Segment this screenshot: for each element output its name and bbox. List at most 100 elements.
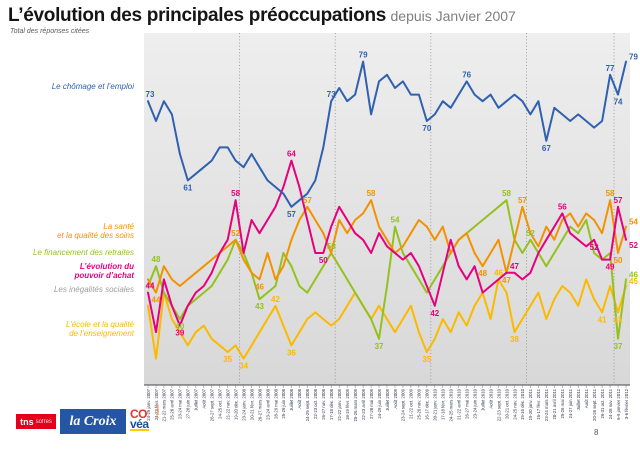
sofres-logo-text: sofres bbox=[35, 418, 52, 425]
series-line bbox=[147, 199, 627, 294]
data-point-label: 79 bbox=[629, 53, 638, 62]
x-tick-label: 17-18 févr. 2010 bbox=[441, 388, 446, 420]
data-point-label: 52 bbox=[231, 229, 240, 238]
x-tick-label: 20-21 févr. 2008 bbox=[249, 388, 254, 420]
x-tick-label: 22-23 sept. 2010 bbox=[496, 388, 501, 421]
x-tick-label: Août 2008 bbox=[297, 388, 302, 408]
data-point-label: 48 bbox=[152, 255, 161, 264]
data-point-label: 39 bbox=[175, 329, 184, 338]
data-point-label: 73 bbox=[146, 90, 155, 99]
tns-sofres-logo: tns sofres bbox=[16, 414, 56, 429]
x-tick-label: 23-24 janv. 2008 bbox=[241, 388, 246, 420]
page-title: L’évolution des principales préoccupatio… bbox=[8, 5, 516, 27]
data-point-label: 57 bbox=[303, 196, 312, 205]
series-line bbox=[147, 278, 627, 360]
x-tick-label: 25-26 avril 2007 bbox=[170, 388, 175, 419]
x-tick-label: 25-26 juin 2008 bbox=[281, 388, 286, 418]
x-tick-label: 24-25 nov. 2010 bbox=[512, 388, 517, 419]
x-tick-label: 23-24 juin 2010 bbox=[472, 388, 477, 418]
data-point-label: 46 bbox=[494, 268, 503, 277]
x-tick-label: 21-22 févr. 2007 bbox=[154, 388, 159, 420]
data-point-label: 35 bbox=[422, 355, 431, 364]
x-tick-label: Juillet 2007 bbox=[194, 388, 199, 410]
data-point-label: 54 bbox=[629, 218, 638, 227]
x-tick-label: 15-16 déc. 2010 bbox=[520, 388, 525, 420]
data-point-label: 57 bbox=[614, 196, 623, 205]
data-point-label: 43 bbox=[255, 302, 264, 311]
series-line bbox=[147, 60, 627, 208]
x-tick-label: Août 2009 bbox=[393, 388, 398, 408]
data-point-label: 49 bbox=[606, 263, 615, 272]
x-tick-label: 26-31 oct. 2011 bbox=[600, 388, 605, 418]
x-tick-label: 27-28 mai 2009 bbox=[369, 388, 374, 418]
x-tick-label: Août 2007 bbox=[202, 388, 207, 408]
x-tick-label: 24-25 sept. 2008 bbox=[305, 388, 310, 421]
data-point-label: 52 bbox=[590, 243, 599, 252]
data-point-label: 37 bbox=[614, 342, 623, 351]
data-point-label: 58 bbox=[502, 189, 511, 198]
x-tick-label: 26-27 mars 2008 bbox=[257, 388, 262, 421]
x-tick-label: Juillet 2010 bbox=[480, 388, 485, 410]
x-tick-label: 28-29 mai 2008 bbox=[273, 388, 278, 418]
x-tick-label: 19-20 janv. 2011 bbox=[528, 388, 533, 420]
data-point-label: 76 bbox=[462, 70, 471, 79]
x-tick-label: 22-23 oct. 2008 bbox=[313, 388, 318, 418]
x-tick-label: 21-22 oct. 2009 bbox=[409, 388, 414, 418]
x-tick-label: 24-25 oct. 2007 bbox=[218, 388, 223, 418]
x-tick-label: Août 2011 bbox=[584, 388, 589, 408]
data-point-label: 50 bbox=[614, 256, 623, 265]
x-tick-label: Juillet 2008 bbox=[289, 388, 294, 410]
plot-background bbox=[144, 33, 630, 385]
title-suffix: depuis Janvier 2007 bbox=[390, 8, 516, 24]
x-tick-label: 23-24 mars 2011 bbox=[544, 388, 549, 421]
data-point-label: 54 bbox=[391, 216, 400, 225]
data-point-label: 57 bbox=[518, 196, 527, 205]
x-tick-label: 24-25 janv. 2007 bbox=[146, 388, 151, 420]
data-point-label: 46 bbox=[629, 270, 638, 279]
data-point-label: 50 bbox=[327, 242, 336, 251]
x-tick-label: 20-21 oct. 2010 bbox=[504, 388, 509, 418]
x-tick-label: 24-25 juin 2009 bbox=[377, 388, 382, 418]
data-point-label: 50 bbox=[319, 256, 328, 265]
data-point-label: 48 bbox=[478, 269, 487, 278]
series-line bbox=[147, 159, 627, 334]
x-tick-label: 20-26 sept. 2011 bbox=[592, 388, 597, 421]
data-point-label: 52 bbox=[526, 229, 535, 238]
series-line bbox=[147, 199, 627, 340]
data-point-label: 77 bbox=[606, 64, 615, 73]
data-point-label: 70 bbox=[422, 124, 431, 133]
x-tick-label: 17-18 déc. 2008 bbox=[329, 388, 334, 420]
x-tick-label: Juillet 2009 bbox=[385, 388, 390, 410]
x-tick-label: 24-27 juin 2011 bbox=[568, 388, 573, 418]
x-tick-label: 26-27 sept. 2007 bbox=[210, 388, 215, 421]
tns-logo-text: tns bbox=[20, 416, 34, 427]
data-point-label: 35 bbox=[223, 355, 232, 364]
x-tick-label: 23-24 sept. 2009 bbox=[401, 388, 406, 421]
x-tick-label: 16-17 déc. 2009 bbox=[425, 388, 430, 420]
data-point-label: 57 bbox=[287, 210, 296, 219]
x-tick-label: 21-22 janv. 2009 bbox=[337, 388, 342, 420]
data-point-label: 37 bbox=[375, 342, 384, 351]
chart-subtitle: Total des réponses citées bbox=[10, 28, 90, 35]
data-point-label: 38 bbox=[510, 335, 519, 344]
x-tick-label: 21-22 avril 2010 bbox=[457, 388, 462, 419]
x-tick-label: 21-22 nov. 2007 bbox=[225, 388, 230, 419]
covea-logo: CO véa bbox=[130, 407, 156, 431]
x-tick-label: 26-27 nov. 2008 bbox=[321, 388, 326, 419]
france-label: France bbox=[155, 404, 160, 419]
covea-logo-top: CO bbox=[130, 407, 148, 421]
page-number: 8 bbox=[594, 428, 599, 437]
data-point-label: 52 bbox=[629, 241, 638, 250]
data-point-label: 73 bbox=[327, 90, 336, 99]
data-point-label: 42 bbox=[430, 309, 439, 318]
x-tick-label: 3-6 février 2012 bbox=[624, 388, 629, 419]
x-tick-label: 23-24 mai 2007 bbox=[178, 388, 183, 418]
data-point-label: 44 bbox=[146, 282, 155, 291]
x-tick-label: 20-21 avril 2011 bbox=[552, 388, 557, 419]
data-point-label: 79 bbox=[359, 51, 368, 60]
data-point-label: 41 bbox=[614, 315, 623, 324]
x-tick-label: Juillet 2011 bbox=[576, 388, 581, 410]
la-croix-logo: la Croix bbox=[60, 409, 126, 434]
data-point-label: 42 bbox=[271, 295, 280, 304]
